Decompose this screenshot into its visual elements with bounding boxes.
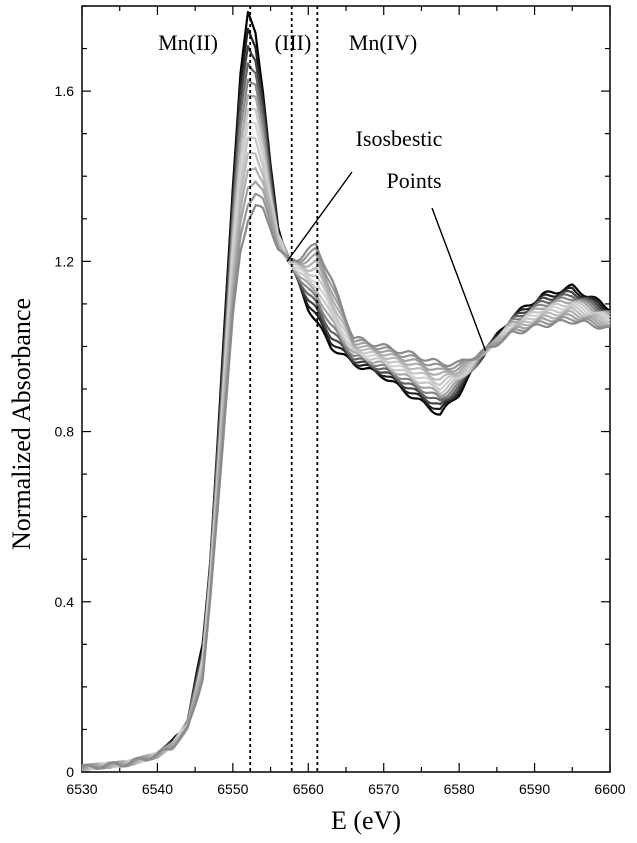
y-tick-label: 1.6: [55, 83, 75, 99]
oxidation-state-label: (III): [275, 30, 312, 55]
x-tick-label: 6550: [217, 781, 248, 797]
spectrum-series: [81, 62, 611, 770]
tick-marks: [81, 5, 611, 773]
y-tick-label: 0.8: [55, 424, 75, 440]
series-group: [81, 10, 611, 772]
spectrum-series: [81, 78, 611, 770]
annotation-line-2: Points: [386, 168, 441, 193]
y-tick-label: 1.2: [55, 253, 75, 269]
x-tick-labels: 6530 6540 6550 6560 6570 6580 6590 6600: [66, 781, 625, 797]
x-tick-label: 6600: [594, 781, 625, 797]
oxidation-state-label: Mn(II): [158, 30, 218, 55]
x-axis-title: E (eV): [331, 806, 401, 835]
x-tick-label: 6540: [142, 781, 173, 797]
oxidation-state-labels: Mn(II) (III) Mn(IV): [158, 30, 417, 55]
isosbestic-pointer: [431, 207, 487, 351]
spectrum-series: [81, 94, 611, 771]
spectrum-series: [81, 204, 611, 770]
plot-frame: [81, 5, 611, 773]
x-tick-label: 6580: [444, 781, 475, 797]
y-tick-label: 0: [66, 764, 74, 780]
x-tick-label: 6530: [66, 781, 97, 797]
spectrum-series: [81, 167, 611, 772]
y-tick-labels: 0 0.4 0.8 1.2 1.6: [55, 83, 75, 780]
x-tick-label: 6590: [519, 781, 550, 797]
x-tick-label: 6560: [293, 781, 324, 797]
spectrum-series: [81, 152, 611, 772]
spectrum-series: [81, 107, 611, 771]
oxidation-state-lines: [249, 6, 319, 772]
spectrum-series: [81, 136, 611, 771]
spectrum-series: [81, 180, 611, 771]
spectrum-series: [81, 121, 611, 771]
spectrum-series: [81, 45, 611, 771]
oxidation-state-label: Mn(IV): [349, 30, 417, 55]
spectrum-series: [81, 27, 611, 772]
y-axis-title: Normalized Absorbance: [7, 298, 36, 550]
annotation-line-1: Isosbestic: [356, 126, 443, 151]
x-tick-label: 6570: [368, 781, 399, 797]
spectrum-series: [81, 192, 611, 770]
isosbestic-annotation: Isosbestic Points: [286, 126, 487, 351]
isosbestic-pointer: [286, 171, 353, 262]
y-tick-label: 0.4: [55, 594, 75, 610]
spectrum-series: [81, 10, 611, 772]
